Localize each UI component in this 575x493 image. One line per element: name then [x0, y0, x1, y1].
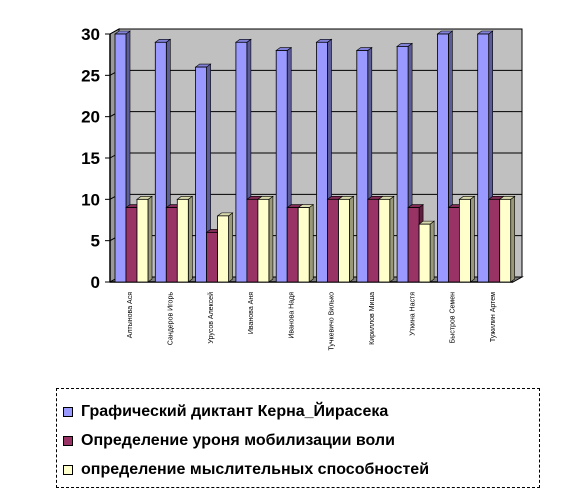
chart-legend: Графический диктант Керна_Йирасека Опред… [56, 388, 540, 488]
x-tick-label-3: Урусов Алексей [207, 292, 215, 344]
bar-2-4 [246, 198, 259, 283]
x-tick-label-5: Иванова Надя [288, 292, 295, 339]
bar-2-1 [125, 207, 138, 283]
x-tick-label-2: Сандеров Игорь [167, 292, 174, 346]
bar-1-3 [195, 66, 208, 283]
bar-2-9 [447, 207, 460, 283]
legend-swatch-series-2 [63, 435, 73, 446]
bar-3-9 [458, 198, 471, 283]
bar-3-5-side [308, 204, 314, 283]
y-tick-label-30: 30 [81, 25, 100, 44]
y-tick-label-25: 25 [81, 66, 100, 85]
bar-1-9 [436, 33, 449, 283]
bar-1-6 [316, 41, 328, 283]
x-tick-label-9: Быстров Семен [450, 292, 457, 343]
bar-1-4 [235, 41, 248, 283]
legend-swatch-series-1 [63, 406, 73, 417]
y-tick-label-0: 0 [91, 273, 100, 292]
bar-3-7 [378, 198, 391, 283]
y-tick-label-15: 15 [81, 149, 100, 168]
bar-3-6-side [349, 195, 354, 283]
bar-3-1 [136, 198, 149, 283]
legend-label-series-3: определение мыслительных способностей [81, 460, 430, 478]
legend-item-series-3: определение мыслительных способностей [63, 455, 539, 484]
bar-3-3-side [228, 212, 233, 283]
bar-3-5 [297, 207, 310, 283]
y-tick-label-10: 10 [81, 190, 100, 209]
bar-3-2-side [188, 195, 193, 283]
x-tick-label-7: Кириллов Миша [369, 292, 376, 345]
bar-3-10 [499, 198, 512, 283]
bar-3-8 [418, 223, 431, 283]
bar-1-10 [477, 33, 490, 283]
x-tick-label-8: Уткина Настя [409, 292, 416, 336]
bar-2-10 [488, 198, 501, 283]
bar-3-2 [176, 198, 189, 283]
legend-label-series-2: Определение уроня мобилизации воли [81, 431, 395, 449]
bar-3-6 [338, 198, 350, 283]
gridline-30 [109, 28, 522, 35]
bar-3-4 [257, 198, 270, 283]
x-tick-label-1: Алтынова Ася [127, 292, 134, 338]
bar-2-5 [286, 207, 299, 283]
bar-3-8-side [429, 220, 435, 283]
bar-3-1-side [147, 195, 153, 283]
bar-2-3 [206, 231, 219, 283]
chart-plot: 0 5 10 15 20 25 30 Алтынова Ася Сандеров Игорь Ур… [81, 25, 524, 351]
bar-2-7 [367, 198, 380, 283]
legend-swatch-series-3 [63, 464, 73, 475]
bar-3-7-side [389, 195, 395, 283]
x-tick-label-10: Тужилин Артем [490, 292, 497, 342]
x-tick-label-6: Тучкевичо Вилько [329, 292, 336, 351]
x-tick-label-4: Иванова Аня [248, 292, 255, 334]
legend-item-series-2: Определение уроня мобилизации воли [63, 426, 539, 455]
bar-2-8 [407, 207, 420, 283]
bar-2-6 [327, 198, 339, 283]
bar-2-2 [165, 207, 178, 283]
bar-3-4-side [268, 195, 274, 283]
bar-1-1 [114, 33, 127, 283]
y-tick-label-5: 5 [91, 232, 100, 251]
bar-3-3 [217, 215, 230, 283]
bar-3-9-side [470, 195, 475, 283]
bar-1-8 [396, 46, 409, 283]
y-tick-label-20: 20 [81, 108, 100, 127]
bar-3-10-side [510, 195, 516, 283]
bar-1-5 [275, 50, 288, 283]
bar-1-7 [356, 50, 369, 283]
bar-1-2 [154, 41, 167, 283]
legend-label-series-1: Графический диктант Керна_Йирасека [81, 402, 389, 420]
legend-item-series-1: Графический диктант Керна_Йирасека [63, 397, 539, 426]
